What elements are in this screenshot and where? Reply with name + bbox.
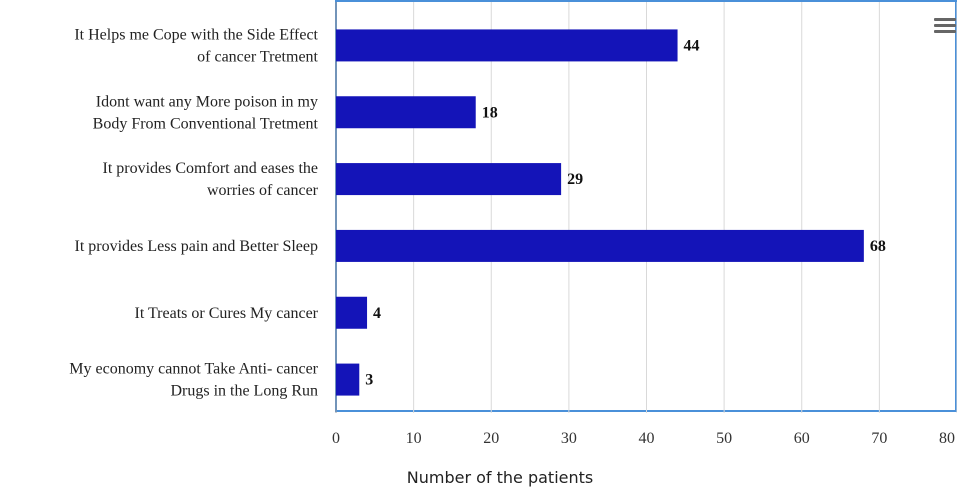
bar[interactable] [336, 363, 360, 396]
x-tick-label: 20 [483, 430, 499, 447]
data-label: 68 [870, 238, 886, 255]
x-tick-label: 80 [939, 430, 955, 447]
x-tick-label: 70 [871, 430, 887, 447]
hamburger-menu-icon[interactable] [934, 18, 956, 36]
x-tick-label: 10 [406, 430, 422, 447]
x-tick-label: 0 [332, 430, 340, 447]
menu-line [934, 18, 956, 21]
category-label: It provides Less pain and Better Sleep [75, 238, 319, 255]
category-label: of cancer Tretment [197, 48, 318, 65]
bar[interactable] [336, 296, 368, 329]
data-label: 3 [365, 372, 373, 389]
category-label: It provides Comfort and eases the [103, 160, 319, 177]
menu-line [934, 24, 956, 27]
x-tick-label: 60 [794, 430, 810, 447]
data-label: 18 [482, 104, 498, 121]
category-label: Body From Conventional Tretment [93, 115, 319, 132]
bar[interactable] [336, 96, 476, 129]
x-tick-label: 40 [639, 430, 655, 447]
category-label: It Helps me Cope with the Side Effect [74, 26, 318, 43]
x-tick-label: 30 [561, 430, 577, 447]
bar[interactable] [336, 229, 864, 262]
x-axis-title: Number of the patients [407, 468, 593, 487]
menu-line [934, 30, 956, 33]
category-label: Idont want any More poison in my [96, 93, 318, 110]
bar[interactable] [336, 163, 562, 196]
data-label: 44 [684, 37, 700, 54]
category-label: worries of cancer [207, 182, 319, 199]
data-label: 29 [567, 171, 583, 188]
category-label: My economy cannot Take Anti- cancer [69, 361, 318, 378]
category-label: It Treats or Cures My cancer [134, 305, 318, 322]
x-tick-label: 50 [716, 430, 732, 447]
category-label: Drugs in the Long Run [170, 383, 318, 400]
bar[interactable] [336, 29, 678, 62]
data-label: 4 [373, 305, 381, 322]
